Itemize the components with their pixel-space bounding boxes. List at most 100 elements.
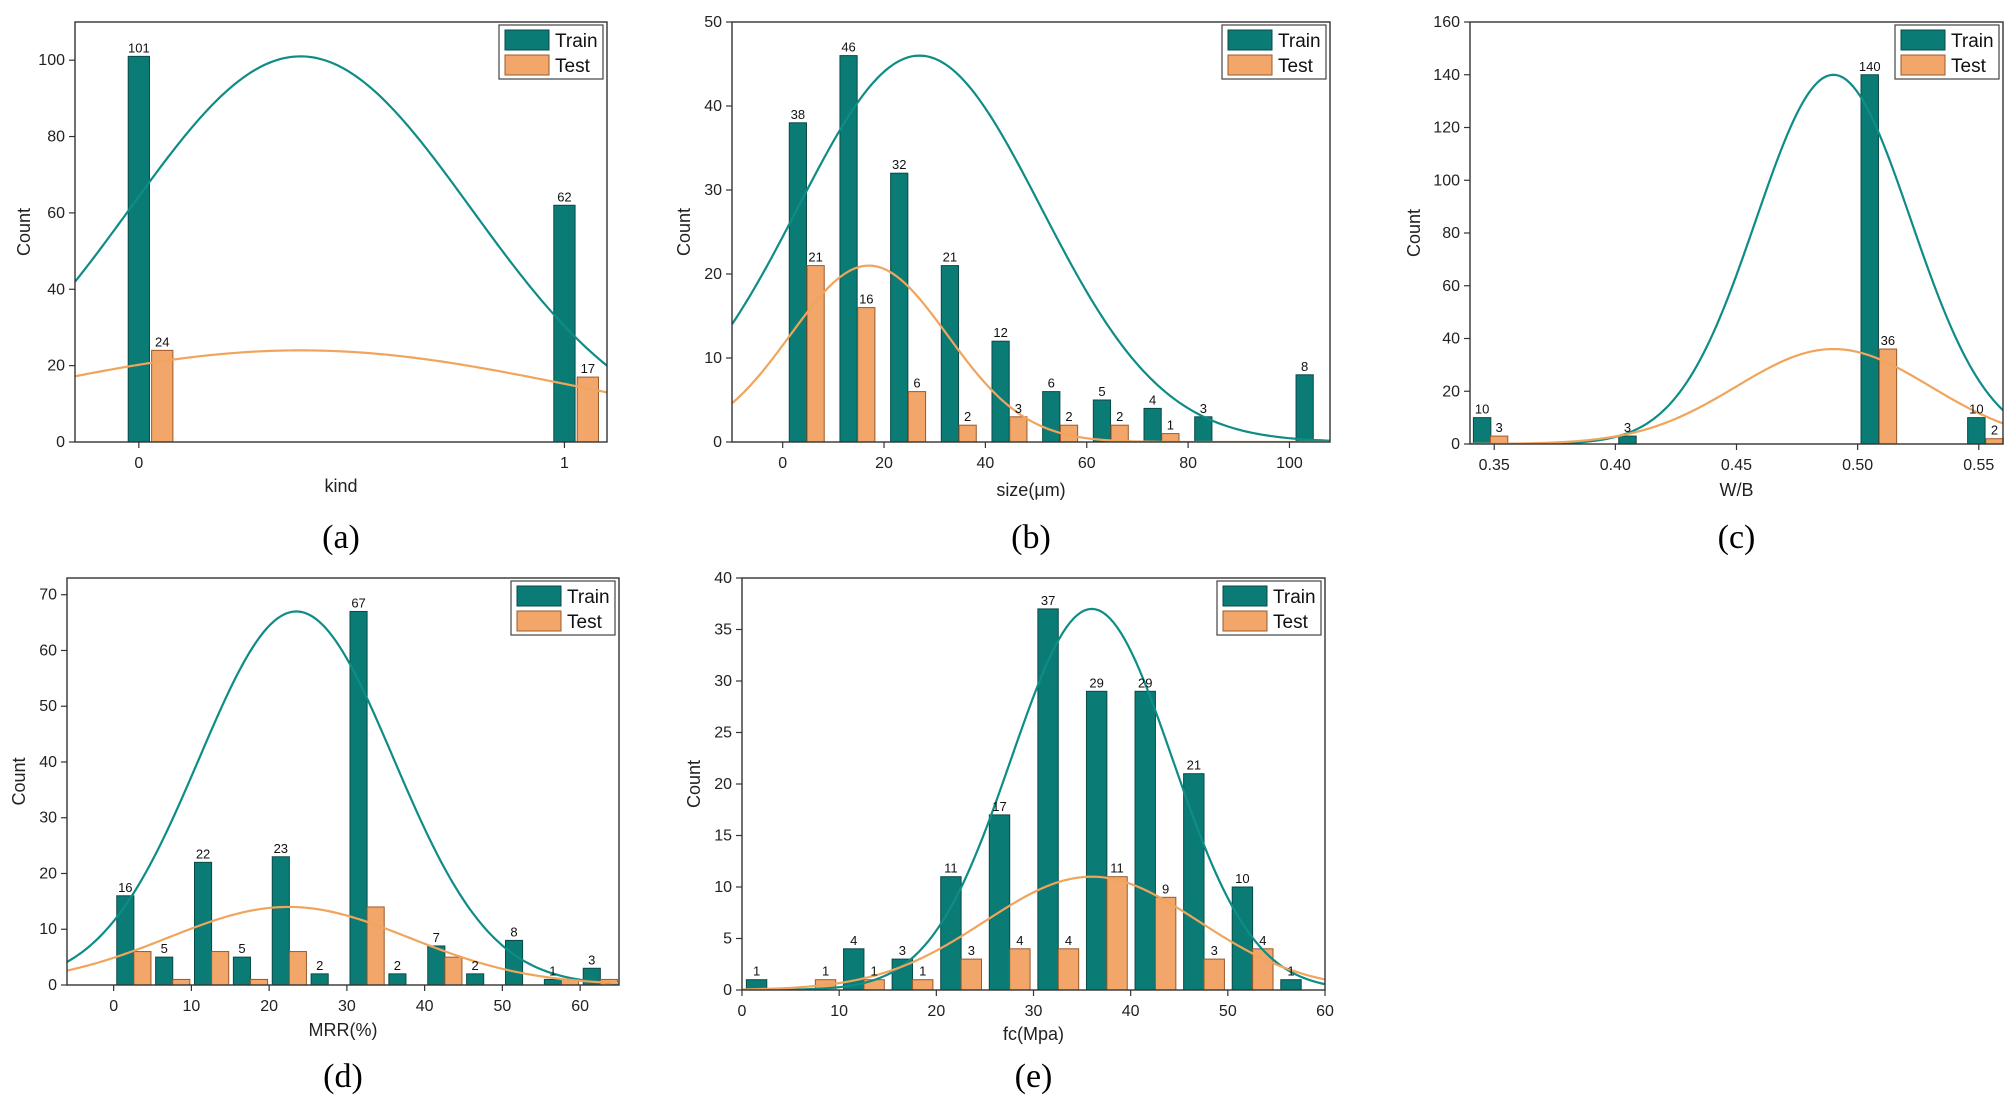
y-tick-label: 30	[714, 673, 732, 690]
train-bar	[271, 856, 290, 986]
test-fit-curve	[732, 264, 1330, 442]
train-data-label: 1	[753, 964, 760, 979]
train-bar	[940, 265, 960, 443]
x-tick-label: 50	[493, 998, 511, 1015]
x-tick-label: 30	[1025, 1003, 1043, 1020]
y-tick-label: 60	[39, 642, 57, 659]
train-data-label: 11	[944, 861, 958, 876]
test-fit-curve	[742, 875, 1325, 990]
test-legend-label: Test	[1273, 612, 1309, 633]
y-tick-label: 70	[39, 587, 57, 604]
y-tick-label: 40	[1442, 331, 1460, 348]
train-data-label: 10	[1969, 402, 1983, 417]
train-data-label: 2	[316, 958, 323, 973]
x-axis-title: kind	[324, 476, 357, 496]
test-data-label: 21	[808, 250, 822, 265]
test-legend-swatch	[1900, 54, 1946, 76]
train-bar	[1967, 417, 1986, 445]
test-legend-label: Test	[567, 612, 603, 633]
panel-label: (a)	[322, 519, 360, 556]
legend: Train Test	[1221, 24, 1327, 80]
test-fit-curve	[1470, 347, 2003, 444]
test-fit-curve	[75, 349, 607, 394]
train-data-label: 3	[899, 943, 906, 958]
test-legend-swatch	[516, 610, 562, 632]
plot-frame	[1469, 21, 2004, 445]
test-data-label: 24	[155, 334, 169, 349]
test-bar	[958, 424, 977, 443]
plot-frame	[74, 21, 608, 443]
y-tick-label: 30	[704, 182, 722, 199]
y-tick-label: 40	[714, 570, 732, 587]
test-data-label: 17	[581, 361, 595, 376]
test-bar	[151, 349, 174, 443]
train-data-label: 101	[128, 40, 150, 55]
test-data-label: 4	[1259, 933, 1266, 948]
test-data-label: 1	[919, 964, 926, 979]
train-bar	[388, 973, 407, 986]
train-data-label: 4	[850, 933, 857, 948]
train-data-label: 6	[1048, 376, 1055, 391]
test-data-label: 1	[871, 964, 878, 979]
x-tick-label: 1	[560, 455, 569, 472]
y-tick-label: 20	[1442, 383, 1460, 400]
train-legend-swatch	[1900, 29, 1946, 51]
train-bar	[1231, 886, 1254, 991]
test-data-label: 2	[1991, 423, 1998, 438]
train-data-label: 16	[118, 880, 132, 895]
test-bar	[1009, 948, 1031, 991]
train-data-label: 5	[238, 941, 245, 956]
train-data-label: 22	[196, 846, 210, 861]
test-legend-swatch	[1222, 610, 1268, 632]
train-fit-curve	[1470, 73, 2003, 444]
train-bar	[427, 945, 446, 986]
x-tick-label: 0.55	[1963, 457, 1994, 474]
train-bar	[1280, 979, 1302, 991]
x-tick-label: 40	[416, 998, 434, 1015]
test-bar	[1057, 948, 1080, 991]
train-legend-swatch	[1222, 585, 1268, 607]
x-tick-label: 20	[875, 455, 893, 472]
train-bar	[1295, 374, 1314, 443]
y-tick-label: 40	[47, 281, 65, 298]
test-bar	[1110, 424, 1129, 443]
train-bar	[1472, 417, 1492, 445]
test-data-label: 3	[1211, 943, 1218, 958]
y-axis-title: Count	[684, 760, 704, 808]
plot-frame	[66, 577, 620, 986]
y-tick-label: 140	[1433, 67, 1460, 84]
train-legend-label: Train	[1951, 31, 1994, 52]
x-tick-label: 0.50	[1842, 457, 1873, 474]
test-bar	[444, 956, 463, 986]
train-legend-swatch	[1227, 29, 1273, 51]
train-data-label: 3	[1200, 401, 1207, 416]
test-data-label: 1	[822, 964, 829, 979]
train-data-label: 2	[394, 958, 401, 973]
y-tick-label: 40	[704, 98, 722, 115]
x-tick-label: 0.45	[1721, 457, 1752, 474]
train-bar	[116, 895, 135, 986]
y-tick-label: 15	[714, 828, 732, 845]
train-data-label: 5	[161, 941, 168, 956]
y-axis-title: Count	[674, 208, 694, 256]
x-tick-label: 20	[927, 1003, 945, 1020]
train-bar	[466, 973, 485, 986]
y-tick-label: 20	[39, 865, 57, 882]
test-bar	[133, 951, 152, 986]
test-data-label: 11	[1110, 861, 1124, 876]
train-data-label: 10	[1475, 402, 1489, 417]
train-legend-swatch	[516, 585, 562, 607]
train-bar	[232, 956, 251, 986]
train-bar	[504, 939, 524, 986]
test-data-label: 16	[859, 292, 873, 307]
y-axis-title: Count	[1404, 209, 1424, 257]
y-axis-title: Count	[14, 208, 34, 256]
x-tick-label: 50	[1219, 1003, 1237, 1020]
train-data-label: 10	[1235, 871, 1249, 886]
train-bar	[1143, 407, 1162, 443]
y-tick-label: 100	[38, 52, 65, 69]
